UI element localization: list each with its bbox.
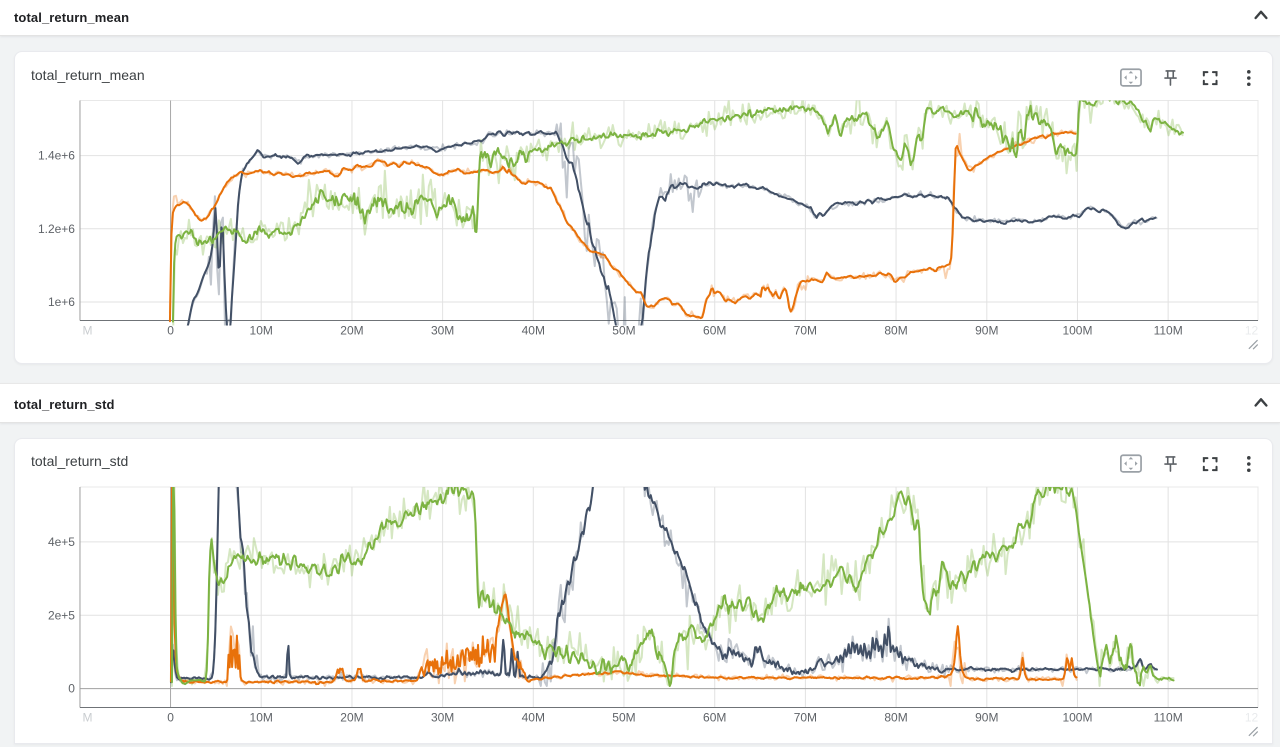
svg-text:20M: 20M <box>340 323 363 337</box>
svg-text:40M: 40M <box>522 323 545 337</box>
svg-text:60M: 60M <box>703 323 726 337</box>
svg-text:30M: 30M <box>431 323 454 337</box>
svg-text:1.2e+6: 1.2e+6 <box>38 222 75 236</box>
svg-text:50M: 50M <box>612 323 635 337</box>
svg-text:100M: 100M <box>1062 710 1092 724</box>
svg-text:12: 12 <box>1245 710 1259 724</box>
svg-text:80M: 80M <box>884 710 907 724</box>
svg-text:50M: 50M <box>612 710 635 724</box>
svg-text:M: M <box>82 323 92 337</box>
svg-text:80M: 80M <box>884 323 907 337</box>
svg-text:70M: 70M <box>794 710 817 724</box>
svg-text:60M: 60M <box>703 710 726 724</box>
svg-text:40M: 40M <box>522 710 545 724</box>
svg-text:10M: 10M <box>250 710 273 724</box>
svg-text:4e+5: 4e+5 <box>48 535 75 549</box>
svg-text:12: 12 <box>1245 323 1259 337</box>
svg-text:M: M <box>82 710 92 724</box>
svg-text:70M: 70M <box>794 323 817 337</box>
svg-text:90M: 90M <box>975 710 998 724</box>
svg-text:0: 0 <box>68 682 75 696</box>
svg-text:2e+5: 2e+5 <box>48 608 75 622</box>
svg-text:0: 0 <box>167 323 174 337</box>
svg-text:90M: 90M <box>975 323 998 337</box>
svg-text:1.4e+6: 1.4e+6 <box>38 149 75 163</box>
svg-text:20M: 20M <box>340 710 363 724</box>
svg-text:100M: 100M <box>1062 323 1092 337</box>
svg-text:110M: 110M <box>1154 710 1183 724</box>
svg-text:0: 0 <box>167 710 174 724</box>
svg-text:1e+6: 1e+6 <box>48 295 75 309</box>
svg-text:10M: 10M <box>250 323 273 337</box>
svg-text:110M: 110M <box>1154 323 1183 337</box>
svg-text:30M: 30M <box>431 710 454 724</box>
